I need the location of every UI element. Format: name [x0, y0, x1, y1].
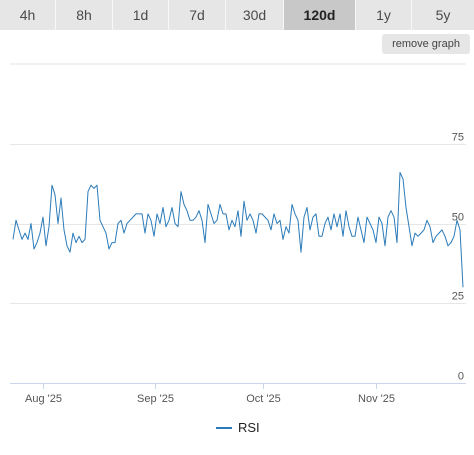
range-tab-7d[interactable]: 7d — [169, 0, 226, 30]
y-tick-label: 50 — [452, 212, 464, 224]
range-tab-120d[interactable]: 120d — [284, 0, 356, 30]
y-tick-label: 0 — [458, 371, 464, 383]
y-tick-label: 25 — [452, 291, 464, 303]
time-range-selector: 4h 8h 1d 7d 30d 120d 1y 5y — [0, 0, 474, 30]
range-tab-30d[interactable]: 30d — [226, 0, 284, 30]
chart-legend[interactable]: RSI — [216, 420, 260, 435]
series-line-rsi — [12, 172, 464, 288]
range-tab-5y[interactable]: 5y — [412, 0, 474, 30]
x-tick-label: Sep '25 — [137, 393, 174, 405]
range-tab-1y[interactable]: 1y — [356, 0, 412, 30]
legend-label-rsi: RSI — [238, 420, 260, 435]
x-tick-label: Nov '25 — [358, 393, 395, 405]
remove-graph-button[interactable]: remove graph — [382, 34, 470, 54]
x-tick-label: Aug '25 — [25, 393, 62, 405]
range-tab-8h[interactable]: 8h — [56, 0, 113, 30]
range-tab-4h[interactable]: 4h — [0, 0, 56, 30]
legend-line-swatch — [216, 426, 232, 429]
y-tick-label: 75 — [452, 132, 464, 144]
range-tab-1d[interactable]: 1d — [113, 0, 169, 30]
x-tick-label: Oct '25 — [246, 393, 281, 405]
